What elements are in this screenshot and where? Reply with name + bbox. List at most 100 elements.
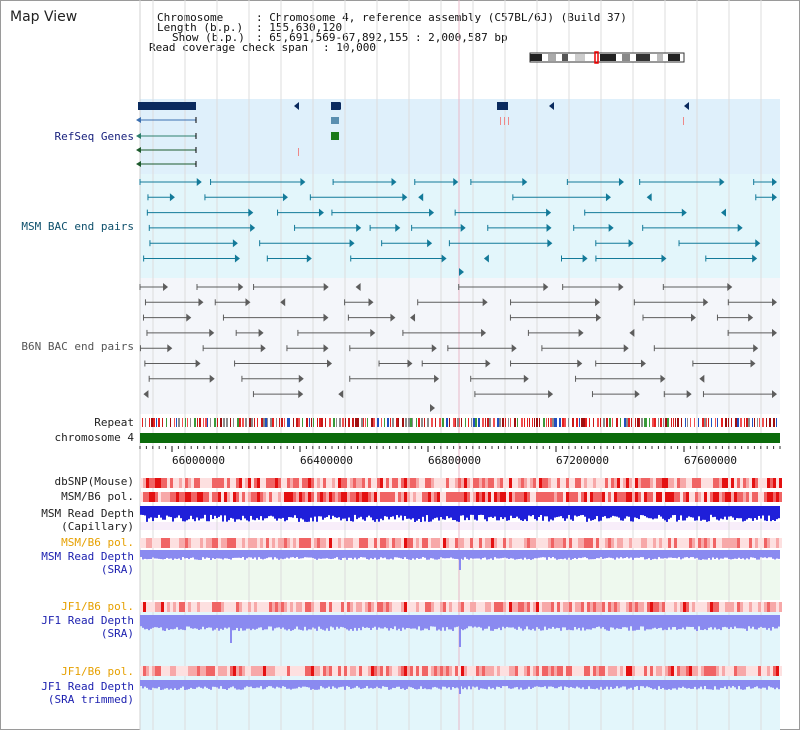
depth-bar <box>430 550 432 559</box>
depth-bar <box>218 550 220 559</box>
heat-cell <box>764 478 767 488</box>
track-label-msm-depth-sra[interactable]: MSM Read Depth <box>41 550 134 563</box>
bac-end-arrow <box>434 374 440 383</box>
refseq-genes-track[interactable] <box>136 102 689 167</box>
depth-bar <box>506 680 508 687</box>
repeat-element <box>435 418 436 427</box>
heat-cell <box>512 602 515 612</box>
depth-bar <box>290 615 292 631</box>
depth-bar <box>506 615 508 627</box>
bac-end-arrow <box>300 178 306 186</box>
track-label-msm-b6-pol[interactable]: MSM/B6 pol. <box>61 490 134 503</box>
heat-cell <box>629 538 632 548</box>
heat-cell <box>572 492 575 502</box>
heat-cell <box>152 666 155 676</box>
heat-cell <box>467 478 470 488</box>
heatmap-tracks[interactable] <box>140 478 782 676</box>
depth-bar <box>334 550 336 559</box>
repeat-element <box>342 418 344 427</box>
depth-bar <box>336 550 338 558</box>
heat-cell <box>611 492 614 502</box>
depth-tracks[interactable] <box>140 506 780 694</box>
depth-bar <box>686 680 688 689</box>
depth-bar <box>636 615 638 630</box>
heat-cell <box>221 666 224 676</box>
depth-bar <box>602 615 604 628</box>
track-label-dbsnp[interactable]: dbSNP(Mouse) <box>54 475 134 488</box>
depth-bar <box>764 615 766 628</box>
track-label-msm-bac[interactable]: MSM BAC end pairs <box>21 220 134 233</box>
depth-bar <box>368 680 370 689</box>
track-label-jf1-depth-sra[interactable]: JF1 Read Depth <box>41 614 134 627</box>
bac-end-arrow <box>186 313 192 322</box>
bac-end-arrow <box>661 254 667 263</box>
track-label-chromosome[interactable]: chromosome 4 <box>54 431 134 444</box>
gene-arrow <box>136 117 141 123</box>
depth-bar <box>210 550 212 560</box>
bac-end-arrow <box>752 254 758 263</box>
heat-cell <box>287 538 290 548</box>
bac-end-arrow <box>427 239 433 248</box>
track-label-repeat[interactable]: Repeat <box>94 416 134 429</box>
repeat-element <box>178 418 180 427</box>
depth-bar <box>552 680 554 687</box>
heat-cell <box>764 602 767 612</box>
depth-bar <box>754 615 756 630</box>
heat-cell <box>443 538 446 548</box>
depth-bar <box>572 550 574 559</box>
depth-spike <box>459 680 461 694</box>
depth-bar <box>672 550 674 558</box>
depth-bar <box>210 615 212 628</box>
b6n-bac-track[interactable] <box>139 283 777 412</box>
heat-cell <box>674 478 677 488</box>
heat-cell <box>254 538 257 548</box>
heat-cell <box>689 602 692 612</box>
depth-bar <box>358 550 360 559</box>
depth-bar <box>246 506 248 521</box>
heat-cell <box>491 492 494 502</box>
repeat-element <box>660 418 662 427</box>
depth-bar <box>390 550 392 559</box>
track-label-jf1-depth-trimmed[interactable]: JF1 Read Depth <box>41 680 134 693</box>
heat-cell <box>536 602 539 612</box>
heat-cell <box>620 538 623 548</box>
repeat-element <box>398 418 399 427</box>
heat-cell <box>338 538 341 548</box>
depth-bar <box>512 506 514 519</box>
heat-cell <box>476 492 479 502</box>
chromosome-ideogram[interactable] <box>529 51 685 64</box>
depth-bar <box>636 506 638 519</box>
msm-bac-track[interactable] <box>139 178 777 276</box>
repeat-element <box>721 418 723 427</box>
track-label-refseq[interactable]: RefSeq Genes <box>54 130 134 143</box>
depth-bar <box>450 506 452 518</box>
depth-bar <box>294 680 296 689</box>
heat-cell <box>173 538 176 548</box>
track-label-msm-depth-capillary[interactable]: MSM Read Depth <box>41 507 134 520</box>
depth-bar <box>396 680 398 687</box>
heat-cell <box>395 492 398 502</box>
depth-bar <box>160 680 162 690</box>
track-label-jf1-b6-pol-2[interactable]: JF1/B6 pol. <box>61 665 134 678</box>
heat-cell <box>464 666 467 676</box>
depth-bar <box>762 680 764 688</box>
track-label-msm-b6-pol-2[interactable]: MSM/B6 pol. <box>61 536 134 549</box>
track-label-b6n-bac[interactable]: B6N BAC end pairs <box>21 340 134 353</box>
track-label-jf1-b6-pol[interactable]: JF1/B6 pol. <box>61 600 134 613</box>
depth-bar <box>374 506 376 522</box>
depth-bar <box>760 506 762 519</box>
heat-cell <box>371 602 374 612</box>
depth-bar <box>668 680 670 690</box>
depth-bar <box>266 615 268 630</box>
heat-cell <box>314 666 317 676</box>
depth-bar <box>372 506 374 521</box>
repeat-track[interactable] <box>142 418 777 427</box>
heat-cell <box>266 478 269 488</box>
heat-cell <box>149 492 152 502</box>
depth-bar <box>558 680 560 687</box>
depth-bar <box>636 680 638 687</box>
heat-cell <box>290 666 293 676</box>
depth-bar <box>744 615 746 629</box>
repeat-element <box>597 418 599 427</box>
